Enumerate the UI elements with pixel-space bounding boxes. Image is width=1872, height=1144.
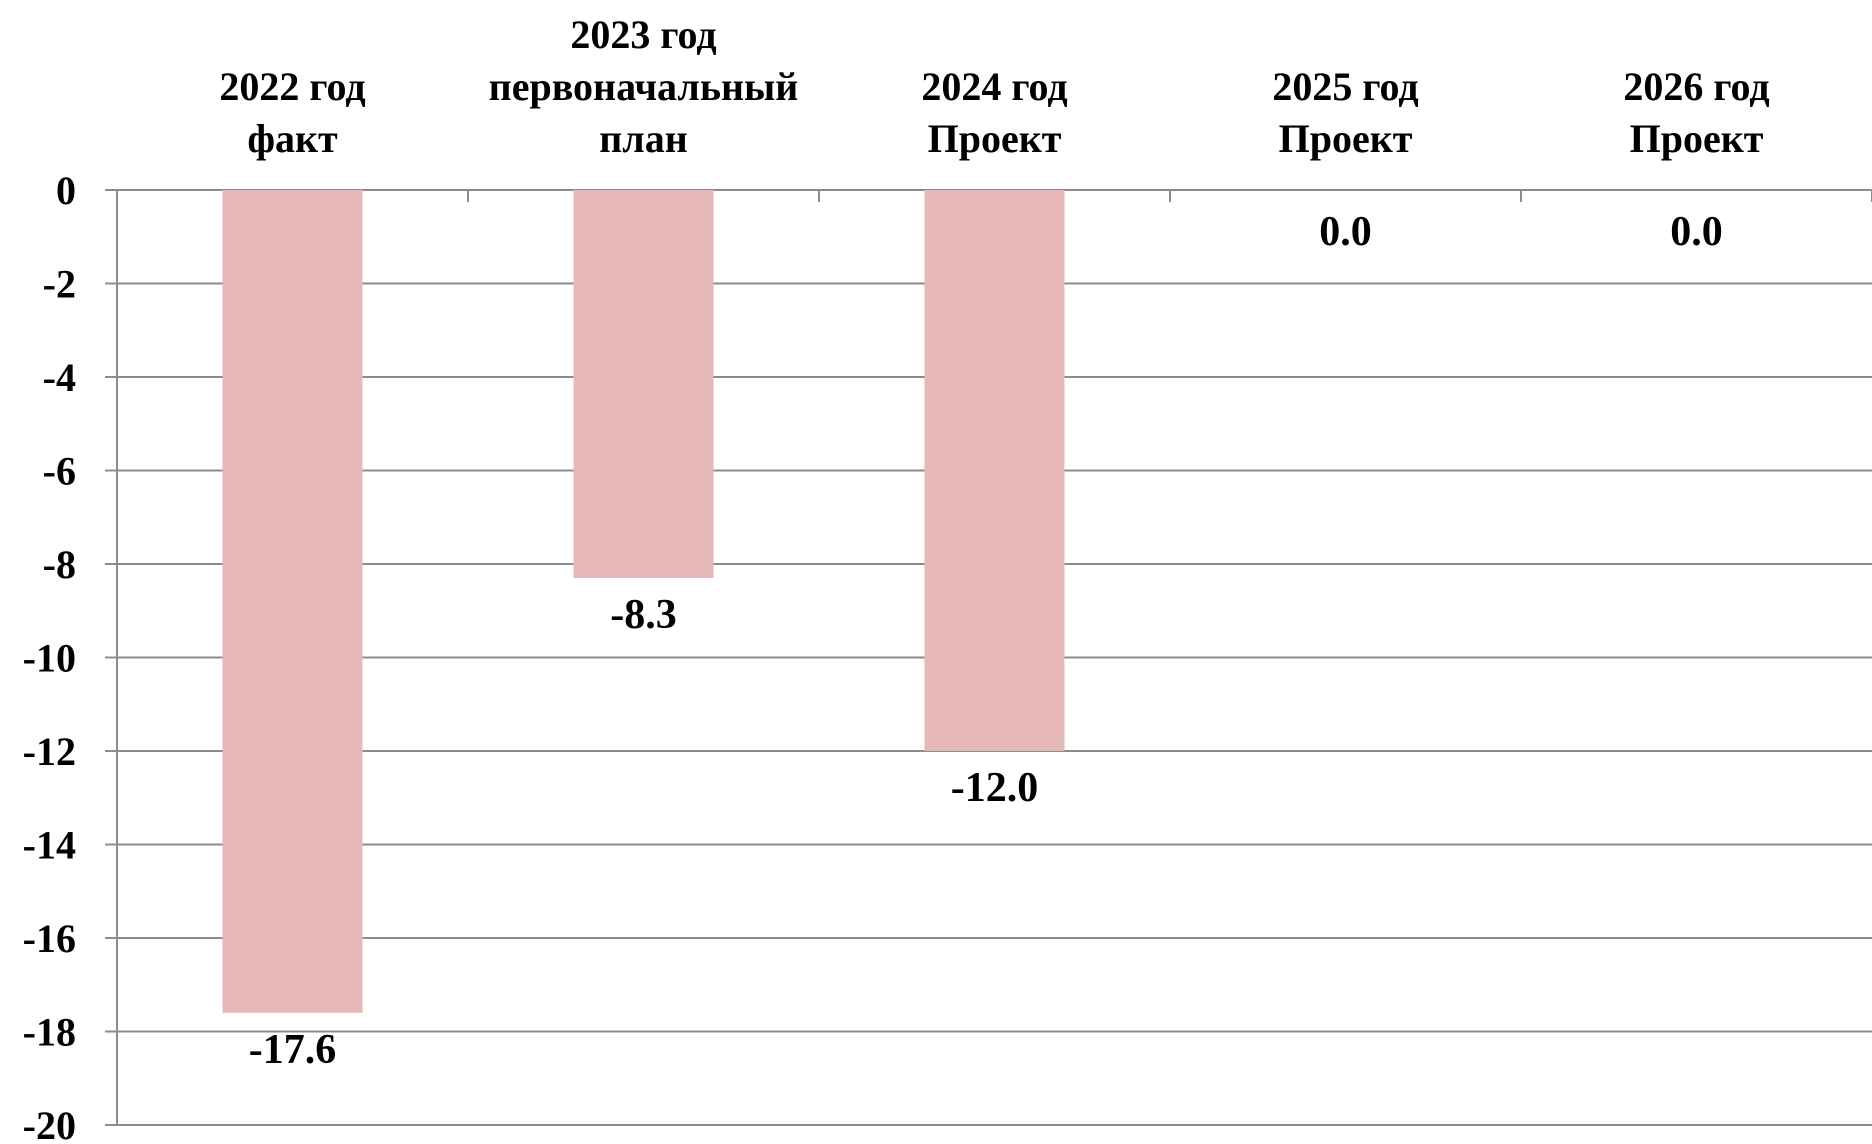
y-tick-label: 0	[56, 168, 76, 213]
category-label: 2025 год	[1272, 64, 1418, 109]
category-label: Проект	[928, 116, 1062, 161]
category-label: факт	[247, 116, 338, 161]
data-label: -8.3	[610, 592, 677, 638]
category-label: 2026 год	[1623, 64, 1769, 109]
y-tick-label: -6	[43, 449, 76, 494]
data-labels: -17.6 -8.3 -12.0 0.0 0.0	[249, 209, 1723, 1073]
category-label: план	[599, 116, 688, 161]
y-tick-label: -18	[23, 1010, 76, 1055]
data-label: -17.6	[249, 1027, 337, 1073]
y-tick-label: -2	[43, 262, 76, 307]
category-label: 2022 год	[219, 64, 365, 109]
category-label: 2024 год	[921, 64, 1067, 109]
y-tick-label: -4	[43, 355, 76, 400]
bar	[924, 190, 1065, 751]
bar	[573, 190, 714, 579]
data-label: 0.0	[1319, 209, 1372, 255]
y-tick-label: -20	[23, 1103, 76, 1144]
y-tick-label: -16	[23, 916, 76, 961]
y-tick-label: -10	[23, 636, 76, 681]
bars	[222, 190, 1065, 1013]
category-label: 2023 год	[570, 12, 716, 57]
category-label: Проект	[1630, 116, 1764, 161]
y-tick-label: -8	[43, 542, 76, 587]
bar	[222, 190, 363, 1013]
axes	[105, 189, 1872, 1126]
category-label: Проект	[1279, 116, 1413, 161]
category-label: первоначальный	[489, 64, 799, 109]
y-tick-label: -12	[23, 729, 76, 774]
y-tick-label: -14	[23, 823, 76, 868]
y-tick-labels: 0 -2 -4 -6 -8 -10 -12 -14 -16 -18 -20	[23, 168, 76, 1144]
category-labels: 2022 год факт 2023 год первоначальный план 20…	[219, 12, 1769, 161]
data-label: 0.0	[1670, 209, 1723, 255]
data-label: -12.0	[951, 765, 1039, 811]
